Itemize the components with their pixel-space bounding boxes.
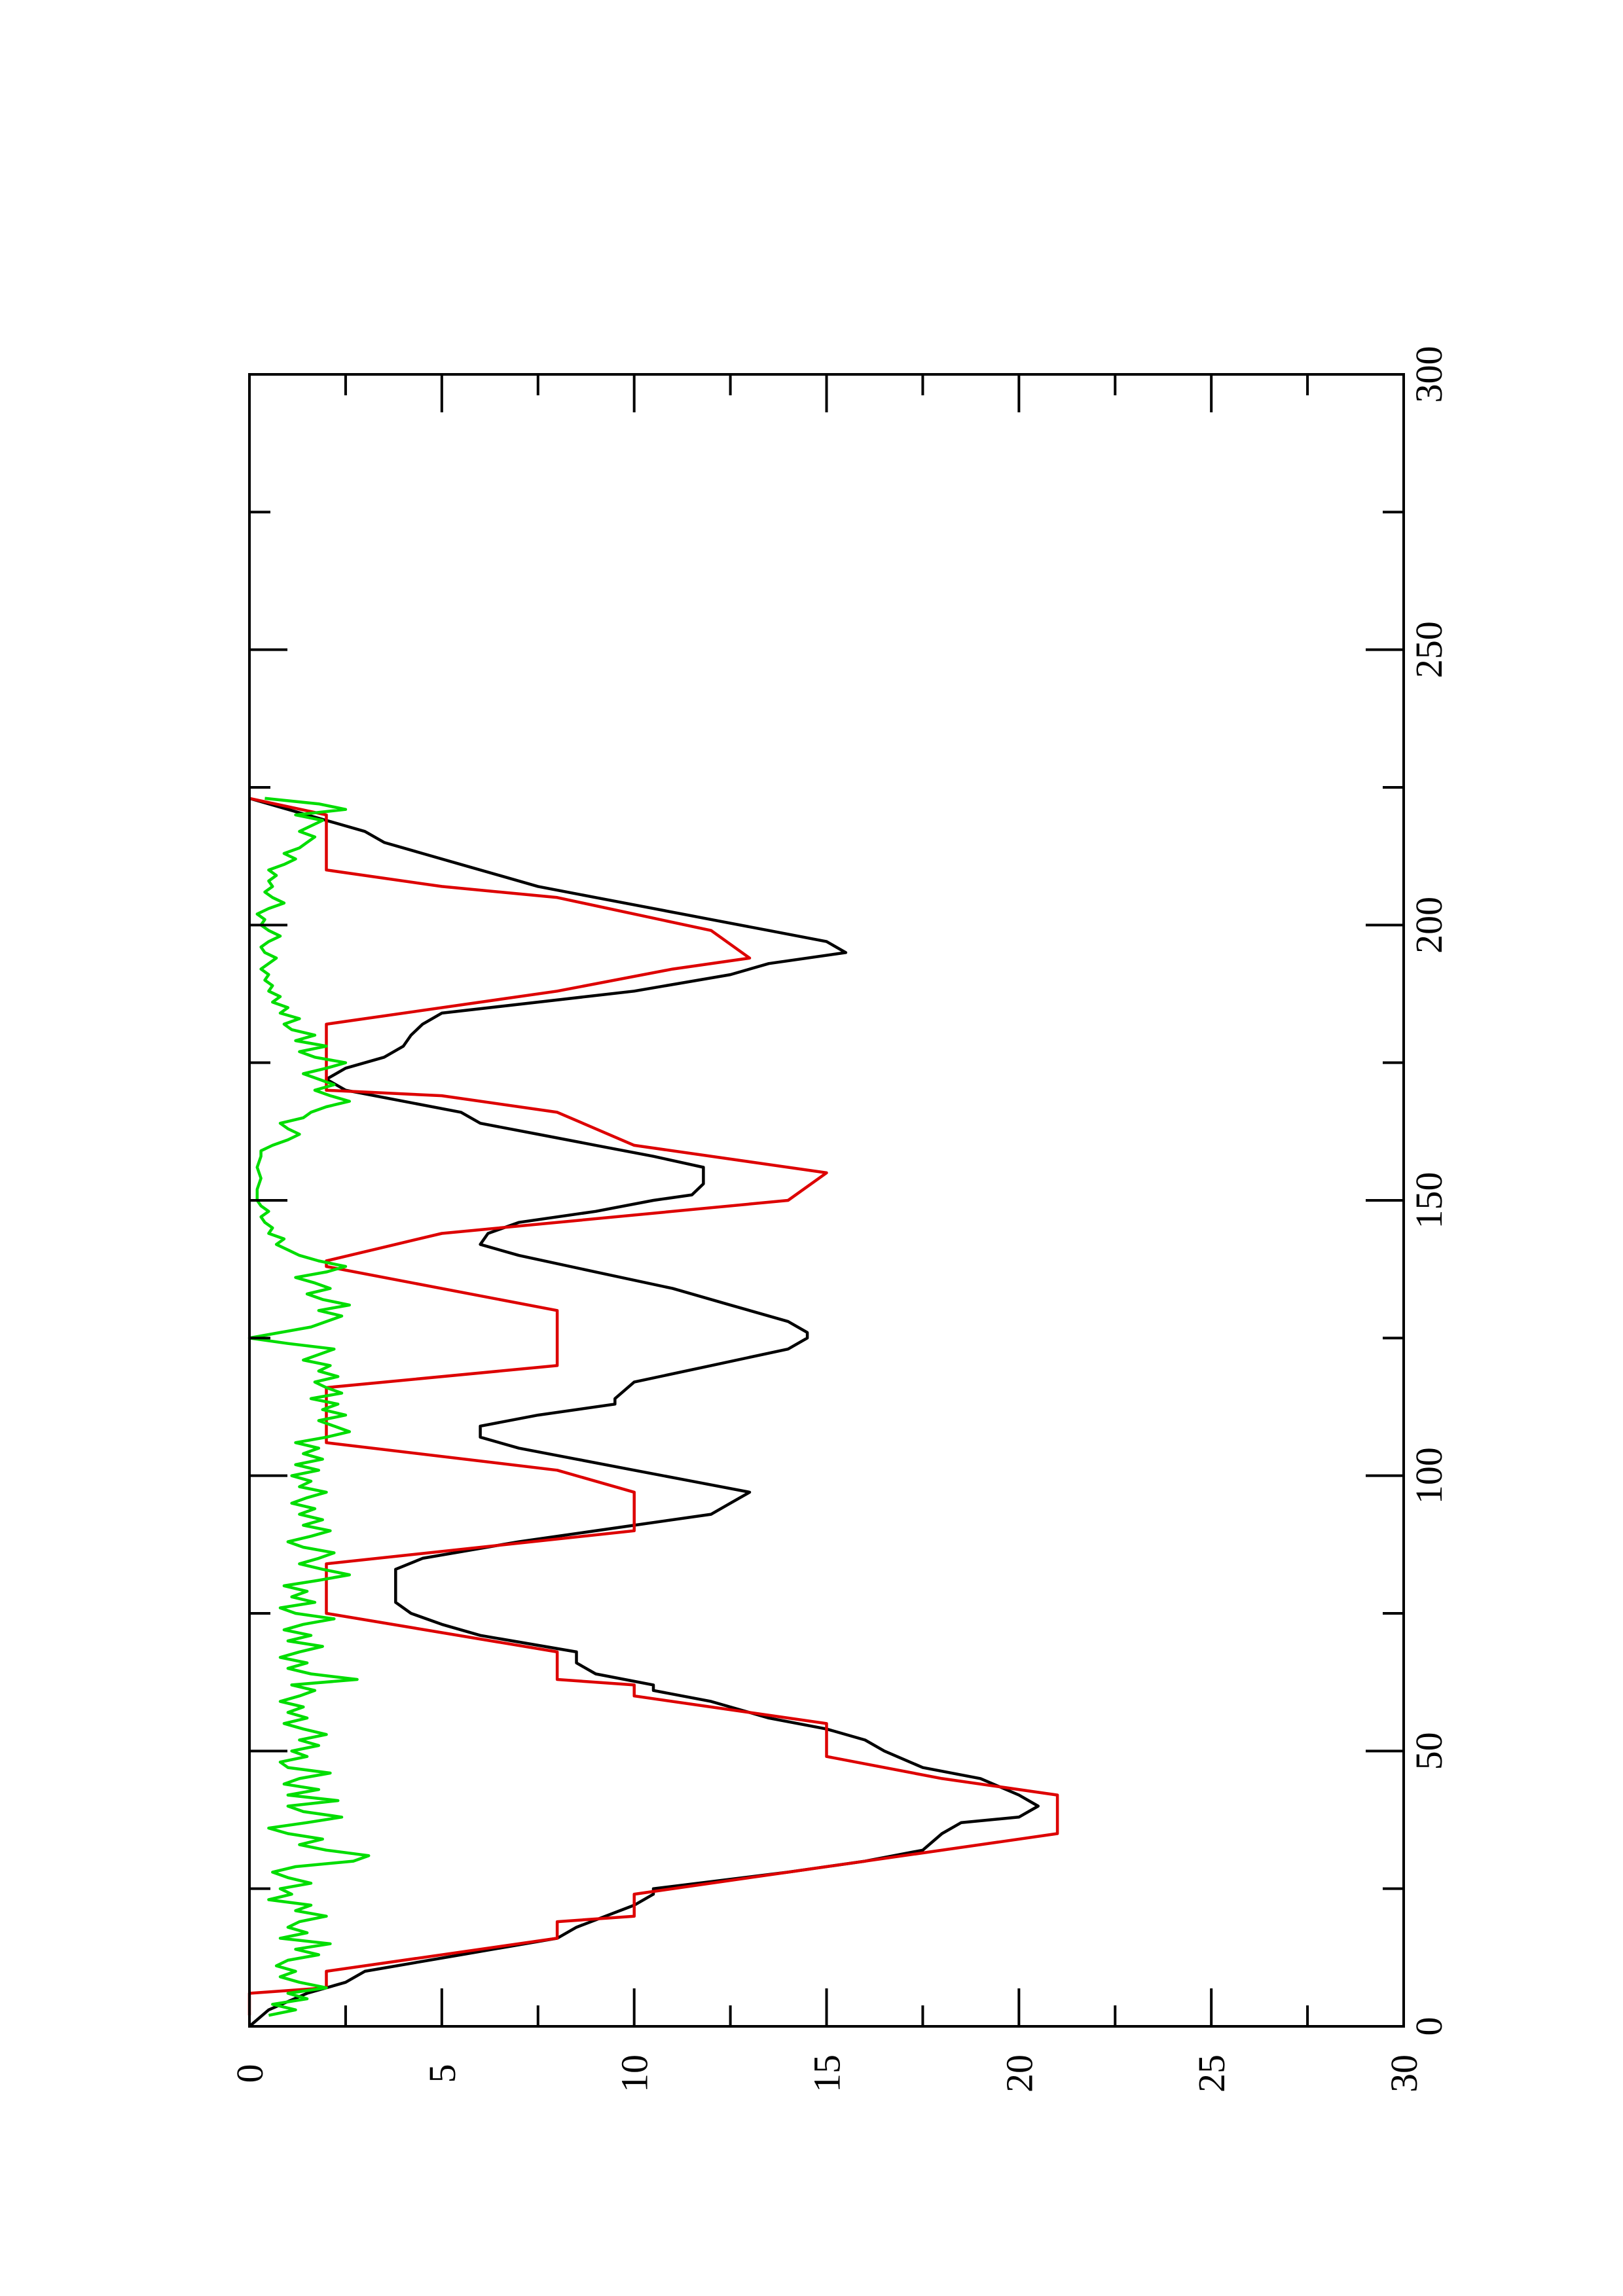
y-tick-label: 30 bbox=[1383, 2054, 1425, 2092]
y-tick-label: 0 bbox=[228, 2064, 271, 2083]
x-tick-label: 300 bbox=[1408, 346, 1450, 403]
ticks-layer bbox=[248, 373, 1405, 2028]
series-line-1 bbox=[247, 797, 1059, 2016]
x-tick-label: 250 bbox=[1408, 621, 1450, 678]
x-tick-label: 150 bbox=[1408, 1172, 1450, 1229]
series-line-2 bbox=[247, 797, 371, 2017]
series-line-0 bbox=[248, 797, 1040, 2028]
labels-layer: 0 50 100 150 200 250 300 0 5 10 15 20 25 30 bbox=[228, 346, 1450, 2093]
y-tick-label: 10 bbox=[613, 2054, 656, 2092]
y-tick-label: 25 bbox=[1190, 2054, 1233, 2092]
plot-frame bbox=[248, 373, 1405, 2028]
y-tick-label: 5 bbox=[421, 2064, 464, 2083]
x-tick-label: 50 bbox=[1408, 1732, 1450, 1770]
x-tick-label: 0 bbox=[1408, 2017, 1450, 2036]
y-tick-label: 15 bbox=[806, 2054, 848, 2092]
y-tick-label: 20 bbox=[998, 2054, 1040, 2092]
series-layer bbox=[247, 797, 1059, 2028]
x-tick-label: 100 bbox=[1408, 1447, 1450, 1504]
x-tick-label: 200 bbox=[1408, 897, 1450, 954]
